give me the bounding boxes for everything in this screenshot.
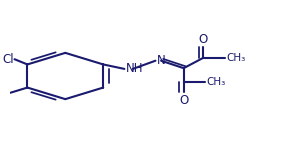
Text: Cl: Cl <box>2 53 14 66</box>
Text: N: N <box>157 54 166 67</box>
Text: NH: NH <box>126 62 143 75</box>
Text: O: O <box>179 93 188 107</box>
Text: CH₃: CH₃ <box>206 77 225 87</box>
Text: CH₃: CH₃ <box>226 53 245 63</box>
Text: O: O <box>199 33 208 46</box>
